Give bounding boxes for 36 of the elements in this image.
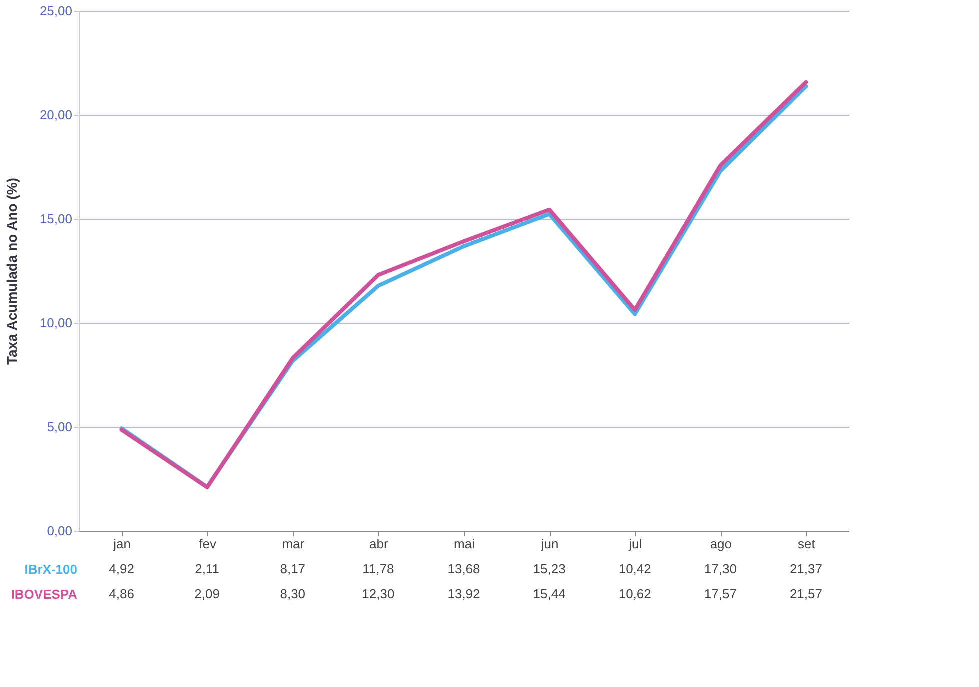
data-label: 21,57 [790,586,822,602]
data-label: 11,78 [362,562,394,576]
y-tick-label: 25,00 [40,4,72,18]
data-label: 21,37 [790,562,822,576]
x-tick-label: mai [454,536,476,552]
data-label: 17,30 [704,562,737,576]
x-tick-label: jun [540,536,559,552]
data-label: 13,68 [448,562,480,576]
y-tick-label: 5,00 [47,420,72,434]
x-tick-label: mar [282,536,306,552]
text: IBrX-100 [24,562,78,577]
data-label: 15,44 [533,586,566,602]
y-tick-label: 15,00 [40,212,72,226]
data-label: 8,17 [280,562,306,576]
y-tick-label: 0,00 [47,524,72,538]
x-tick-label: set [798,536,816,552]
y-tick-label: 10,00 [40,316,72,330]
y-tick-label: 20,00 [40,108,72,122]
data-label: 10,42 [618,562,652,576]
x-tick-label: abr [370,536,390,552]
x-tick-label: ago [710,536,732,552]
x-tick-label: fev [199,536,218,552]
text: IBOVESPA [11,587,78,602]
data-label: 17,57 [704,586,737,602]
data-label: 13,92 [448,586,480,602]
data-label: 10,62 [618,586,652,602]
data-label: 4,86 [109,586,134,602]
data-label: 2,09 [194,586,220,602]
data-label: 4,92 [109,562,134,576]
data-label: 15,23 [533,562,566,576]
x-tick-label: jul [628,536,642,552]
x-tick-label: jan [112,536,131,552]
data-label: 2,11 [195,562,220,576]
y-axis-title: Taxa Acumulada no Ano (%) [4,178,20,365]
data-label: 12,30 [362,586,395,602]
data-label: 8,30 [280,586,306,602]
